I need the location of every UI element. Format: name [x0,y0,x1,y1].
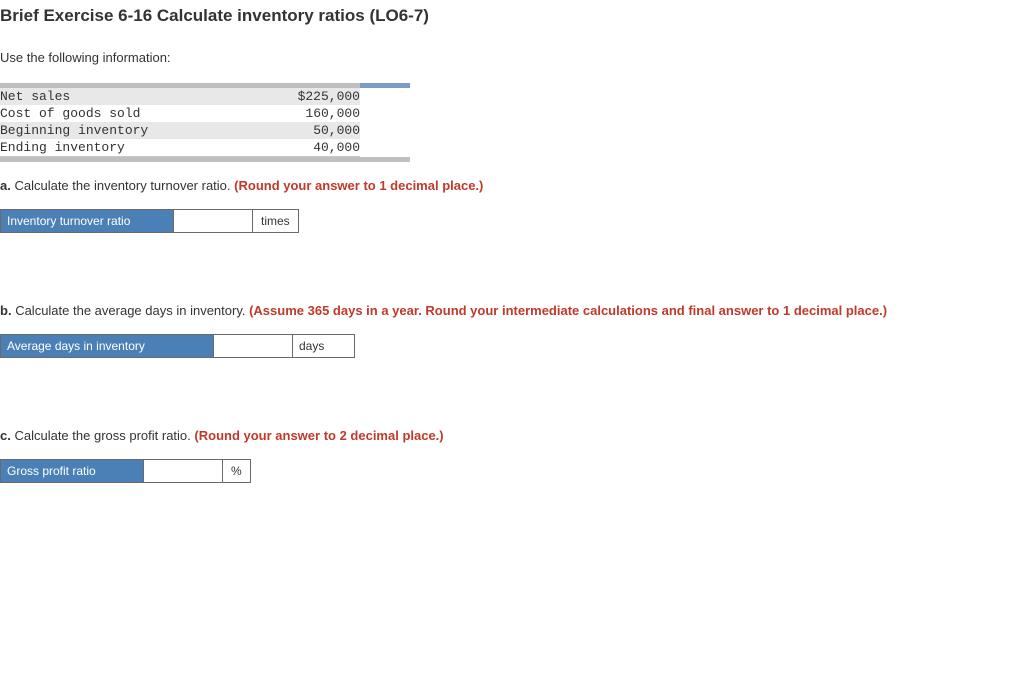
question-letter: b. [0,303,12,318]
table-row: Cost of goods sold 160,000 [0,105,360,122]
row-value: 40,000 [260,139,360,156]
question-c: c. Calculate the gross profit ratio. (Ro… [0,428,1024,443]
table-bottom-bar [0,157,410,162]
answer-label-a: Inventory turnover ratio [0,209,173,233]
average-days-input[interactable] [213,334,293,358]
row-label: Cost of goods sold [0,105,260,122]
table-row: Beginning inventory 50,000 [0,122,360,139]
question-hint: (Round your answer to 2 decimal place.) [194,428,443,443]
info-table: Net sales $225,000 Cost of goods sold 16… [0,83,1024,162]
answer-row-a: Inventory turnover ratio times [0,209,1024,233]
question-letter: a. [0,178,11,193]
table-top-accent [360,83,410,88]
page-title: Brief Exercise 6-16 Calculate inventory … [0,6,1024,26]
row-value: 50,000 [260,122,360,139]
question-b: b. Calculate the average days in invento… [0,303,1024,318]
question-text: Calculate the gross profit ratio. [14,428,190,443]
gross-profit-input[interactable] [143,459,223,483]
question-text: Calculate the average days in inventory. [15,303,245,318]
answer-label-c: Gross profit ratio [0,459,143,483]
row-value: 160,000 [260,105,360,122]
answer-unit-c: % [223,459,251,483]
question-hint: (Round your answer to 1 decimal place.) [234,178,483,193]
answer-label-b: Average days in inventory [0,334,213,358]
answer-row-c: Gross profit ratio % [0,459,1024,483]
question-letter: c. [0,428,11,443]
table-row: Net sales $225,000 [0,88,360,105]
inventory-turnover-input[interactable] [173,209,253,233]
answer-row-b: Average days in inventory days [0,334,1024,358]
info-data-table: Net sales $225,000 Cost of goods sold 16… [0,88,360,156]
question-text: Calculate the inventory turnover ratio. [14,178,230,193]
question-a: a. Calculate the inventory turnover rati… [0,178,1024,193]
row-value: $225,000 [260,88,360,105]
table-row: Ending inventory 40,000 [0,139,360,156]
row-label: Beginning inventory [0,122,260,139]
row-label: Ending inventory [0,139,260,156]
row-label: Net sales [0,88,260,105]
table-top-bar [0,83,410,88]
answer-unit-b: days [293,334,355,358]
answer-unit-a: times [253,209,299,233]
instruction-text: Use the following information: [0,50,1024,65]
question-hint: (Assume 365 days in a year. Round your i… [249,303,887,318]
